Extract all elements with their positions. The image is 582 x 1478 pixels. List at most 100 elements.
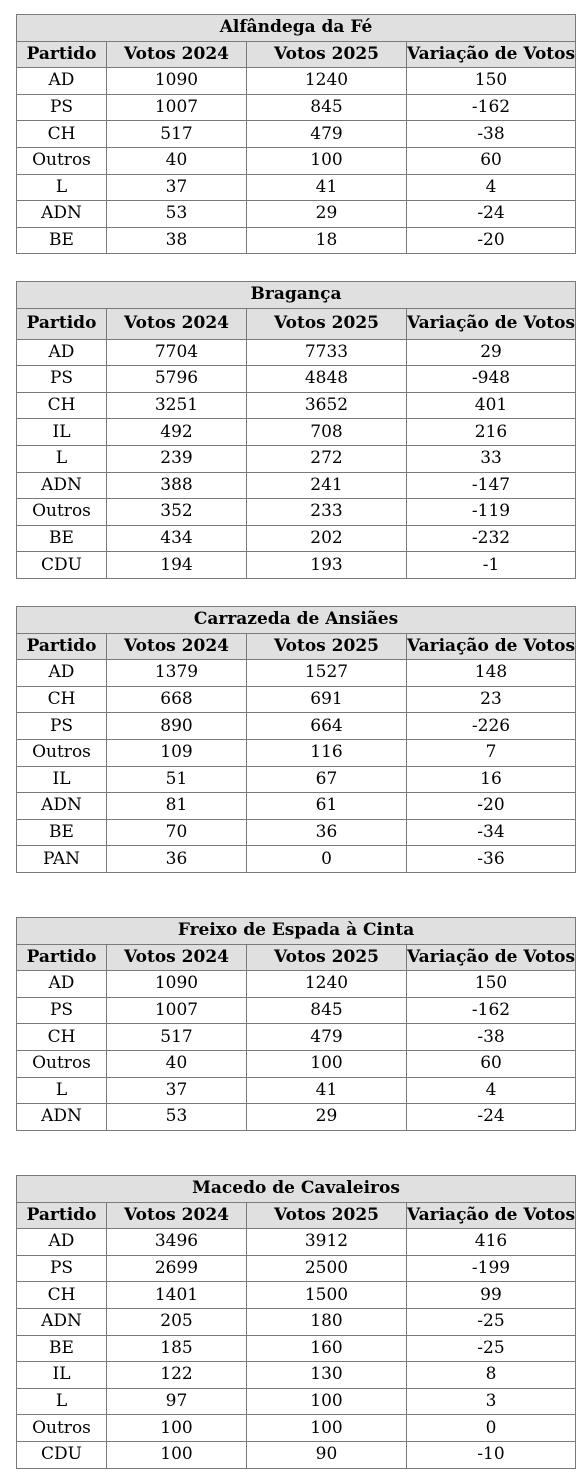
column-header-vote-change: Variação de Votos — [405, 943, 577, 972]
party-cell: L — [16, 444, 107, 473]
votes-2025-cell: 0 — [246, 845, 407, 873]
votes-2025-cell: 664 — [246, 712, 407, 740]
votes-2024-cell: 100 — [106, 1440, 247, 1469]
votes-2025-cell: 61 — [246, 792, 407, 820]
party-cell: PS — [16, 365, 107, 393]
vote-change-cell: -147 — [405, 471, 577, 500]
votes-2025-cell: 241 — [246, 471, 407, 500]
table-row: L 97 100 3 — [16, 1387, 576, 1416]
table-row: ADN 388 241 -147 — [16, 471, 577, 500]
votes-2024-cell: 492 — [106, 418, 247, 446]
column-header-vote-change: Variação de Votos — [406, 632, 576, 661]
party-cell: AD — [16, 659, 107, 687]
party-cell: L — [16, 173, 107, 202]
column-header-votes-2025: Votos 2025 — [246, 943, 407, 972]
votes-2025-cell: 116 — [246, 738, 407, 767]
votes-2025-cell: 29 — [246, 1103, 407, 1131]
votes-2024-cell: 194 — [106, 551, 247, 579]
votes-2025-cell: 90 — [246, 1440, 407, 1469]
votes-2024-cell: 40 — [106, 146, 247, 175]
votes-2024-cell: 53 — [106, 200, 247, 228]
votes-2024-cell: 7704 — [106, 338, 247, 367]
column-header-party: Partido — [16, 1201, 107, 1230]
votes-2025-cell: 160 — [246, 1334, 407, 1363]
vote-change-cell: 60 — [405, 146, 577, 175]
table-title: Bragança — [15, 281, 577, 309]
column-header-vote-change: Variação de Votos — [405, 307, 577, 340]
votes-2024-cell: 434 — [106, 524, 247, 553]
votes-2025-cell: 41 — [246, 1076, 407, 1105]
party-cell: Outros — [16, 1049, 107, 1078]
table-title: Alfândega da Fé — [15, 14, 577, 42]
table-row: Outros 40 100 60 — [16, 146, 577, 175]
column-header-votes-2024: Votos 2024 — [106, 632, 247, 661]
vote-change-cell: 401 — [405, 391, 577, 420]
vote-change-cell: -20 — [406, 792, 576, 820]
party-cell: ADN — [16, 1307, 107, 1336]
party-cell: BE — [16, 818, 107, 847]
results-table-braganca: Bragança Partido Votos 2024 Votos 2025 V… — [15, 281, 577, 579]
column-header-votes-2025: Votos 2025 — [246, 1201, 407, 1230]
vote-change-cell: -10 — [406, 1440, 576, 1469]
votes-2024-cell: 40 — [106, 1049, 247, 1078]
table-row: CH 517 479 -38 — [16, 1023, 577, 1051]
party-cell: IL — [16, 418, 107, 446]
table-row: PAN 36 0 -36 — [16, 845, 576, 873]
vote-change-cell: -25 — [406, 1334, 576, 1363]
votes-2025-cell: 41 — [246, 173, 407, 202]
vote-change-cell: 150 — [405, 67, 577, 95]
column-header-vote-change: Variação de Votos — [405, 40, 577, 69]
party-cell: ADN — [16, 471, 107, 500]
table-row: IL 51 67 16 — [16, 765, 576, 794]
votes-2024-cell: 51 — [106, 765, 247, 794]
party-cell: CH — [16, 120, 107, 148]
votes-2024-cell: 5796 — [106, 365, 247, 393]
table-row: PS 2699 2500 -199 — [16, 1254, 576, 1283]
votes-2025-cell: 1500 — [246, 1281, 407, 1309]
table-row: BE 38 18 -20 — [16, 226, 577, 255]
table-row: BE 70 36 -34 — [16, 818, 576, 847]
table-row: CH 3251 3652 401 — [16, 391, 577, 420]
table-row: AD 7704 7733 29 — [16, 338, 577, 367]
votes-2024-cell: 97 — [106, 1387, 247, 1416]
table-row: CH 668 691 23 — [16, 685, 576, 714]
table-row: IL 492 708 216 — [16, 418, 577, 446]
votes-2024-cell: 517 — [106, 1023, 247, 1051]
votes-2024-cell: 37 — [106, 1076, 247, 1105]
column-header-party: Partido — [16, 307, 107, 340]
table-row: CH 517 479 -38 — [16, 120, 577, 148]
vote-change-cell: 216 — [405, 418, 577, 446]
votes-2024-cell: 668 — [106, 685, 247, 714]
votes-2024-cell: 352 — [106, 498, 247, 526]
vote-change-cell: 23 — [406, 685, 576, 714]
votes-2024-cell: 517 — [106, 120, 247, 148]
party-cell: AD — [16, 338, 107, 367]
votes-2025-cell: 18 — [246, 226, 407, 255]
column-header-votes-2024: Votos 2024 — [106, 1201, 247, 1230]
vote-change-cell: -162 — [405, 996, 577, 1025]
vote-change-cell: -25 — [406, 1307, 576, 1336]
party-cell: ADN — [16, 200, 107, 228]
table-row: ADN 53 29 -24 — [16, 1103, 577, 1131]
votes-2025-cell: 130 — [246, 1361, 407, 1389]
votes-2025-cell: 2500 — [246, 1254, 407, 1283]
vote-change-cell: -36 — [406, 845, 576, 873]
votes-2025-cell: 4848 — [246, 365, 407, 393]
table-row: PS 890 664 -226 — [16, 712, 576, 740]
party-cell: AD — [16, 970, 107, 998]
party-cell: CH — [16, 1023, 107, 1051]
table-row: L 37 41 4 — [16, 1076, 577, 1105]
table-row: AD 1090 1240 150 — [16, 67, 577, 95]
votes-2025-cell: 193 — [246, 551, 407, 579]
votes-2025-cell: 845 — [246, 93, 407, 122]
vote-change-cell: -199 — [406, 1254, 576, 1283]
column-header-votes-2024: Votos 2024 — [106, 943, 247, 972]
votes-2025-cell: 100 — [246, 1049, 407, 1078]
vote-change-cell: 29 — [405, 338, 577, 367]
vote-change-cell: 60 — [405, 1049, 577, 1078]
votes-2024-cell: 239 — [106, 444, 247, 473]
table-title: Freixo de Espada à Cinta — [15, 917, 577, 945]
column-header-party: Partido — [16, 943, 107, 972]
votes-2024-cell: 205 — [106, 1307, 247, 1336]
vote-change-cell: 8 — [406, 1361, 576, 1389]
